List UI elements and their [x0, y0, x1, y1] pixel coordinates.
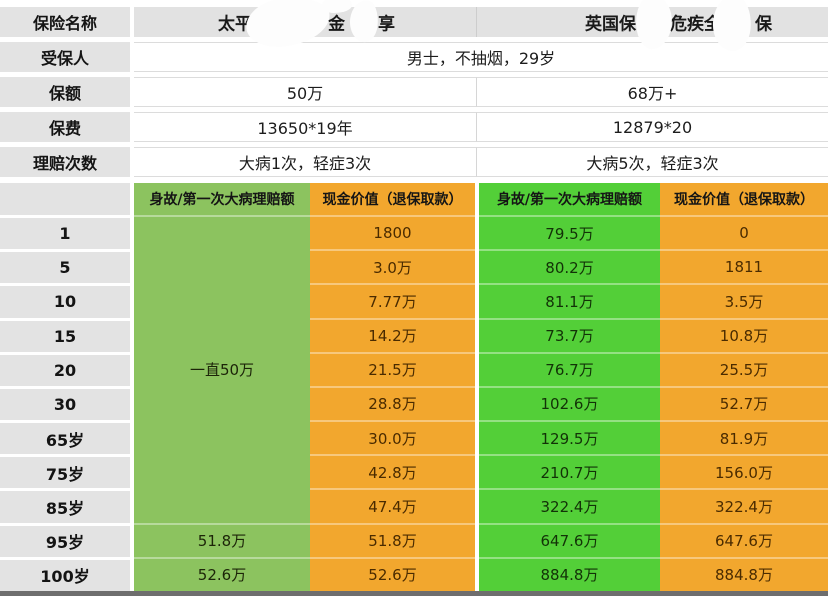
right-death-benefit-cell: 210.7万 [479, 454, 660, 489]
row-premium: 保费 13650*19年 12879*20 [0, 112, 828, 142]
right-death-benefit-cell: 79.5万 [479, 215, 660, 250]
product-right-title-part: 保 [755, 14, 772, 35]
benefit-value-grid: 1 5 10 15 20 30 65岁 75岁 85岁 95岁 100岁 身故/… [0, 183, 828, 591]
left-cash-value-cell: 42.8万 [310, 454, 475, 489]
right-cash-value-cell: 647.6万 [660, 522, 828, 557]
right-cash-value-cell: 884.8万 [660, 556, 828, 591]
left-cash-value-cell: 30.0万 [310, 420, 475, 455]
premium-right-value: 12879*20 [476, 112, 828, 142]
product-left-title-part: 享 [378, 14, 395, 35]
left-cash-value-cell: 51.8万 [310, 522, 475, 557]
product-right-title-part: 危疾全 [670, 14, 721, 35]
column-gap [130, 147, 134, 177]
product-left-title-part: 金 [328, 14, 345, 35]
right-cash-value-cell: 3.5万 [660, 283, 828, 318]
right-death-benefit-cell: 647.6万 [479, 522, 660, 557]
premium-label: 保费 [0, 112, 130, 142]
left-death-benefit-merged-cell: 一直50万 [134, 215, 310, 523]
right-cash-value-cell: 1811 [660, 249, 828, 284]
right-cash-value-cell: 322.4万 [660, 488, 828, 523]
right-cash-value-cell: 25.5万 [660, 351, 828, 386]
row-label-cell: 95岁 [0, 522, 130, 557]
column-gap [130, 77, 134, 107]
right-death-benefit-cell: 76.7万 [479, 351, 660, 386]
left-cash-value-header: 现金价值（退保取款） [310, 183, 475, 215]
right-death-benefit-header: 身故/第一次大病理赔额 [479, 183, 660, 215]
product-titles: 太平 金 享 英国保 危疾全 保 [134, 0, 828, 53]
insurance-name-label: 保险名称 [0, 7, 130, 37]
claims-right-value: 大病5次，轻症3次 [476, 147, 828, 177]
row-coverage: 保额 50万 68万+ [0, 77, 828, 107]
left-cash-value-cell: 52.6万 [310, 556, 475, 591]
coverage-label: 保额 [0, 77, 130, 107]
row-insurance-name: 保险名称 太平 金 享 英国保 危疾全 保 [0, 0, 828, 53]
left-cash-value-cell: 14.2万 [310, 317, 475, 352]
row-label-cell: 15 [0, 317, 130, 352]
left-death-benefit-cell: 51.8万 [134, 522, 310, 557]
row-label-cell: 20 [0, 351, 130, 386]
left-death-benefit-cell: 52.6万 [134, 556, 310, 591]
table-bottom-border [0, 591, 828, 596]
left-cash-value-cell: 7.77万 [310, 283, 475, 318]
claims-label: 理赔次数 [0, 147, 130, 177]
coverage-right-value: 68万+ [476, 77, 828, 107]
right-cash-value-header: 现金价值（退保取款） [660, 183, 828, 215]
column-gap [130, 7, 134, 37]
column-gap [130, 112, 134, 142]
right-cash-value-cell: 156.0万 [660, 454, 828, 489]
right-death-benefit-cell: 102.6万 [479, 385, 660, 421]
row-label-cell: 65岁 [0, 420, 130, 455]
right-death-benefit-cell: 81.1万 [479, 283, 660, 318]
right-cash-value-cell: 52.7万 [660, 385, 828, 421]
row-label-cell: 10 [0, 283, 130, 318]
insured-value: 男士，不抽烟，29岁 [134, 42, 828, 72]
row-label-cell: 30 [0, 385, 130, 421]
row-label-cell: 5 [0, 249, 130, 284]
redaction-scribble [347, 0, 381, 44]
product-divider [476, 7, 477, 37]
row-label-cell: 1 [0, 215, 130, 250]
right-death-benefit-cell: 73.7万 [479, 317, 660, 352]
left-death-benefit-header: 身故/第一次大病理赔额 [134, 183, 310, 215]
right-death-benefit-cell: 129.5万 [479, 420, 660, 455]
table-corner-cell [0, 183, 130, 215]
product-right-title-part: 英国保 [585, 14, 636, 35]
left-cash-value-cell: 1800 [310, 215, 475, 250]
right-death-benefit-cell: 322.4万 [479, 488, 660, 523]
top-info-section: 保险名称 太平 金 享 英国保 危疾全 保 受保人 男士，不抽烟， [0, 0, 828, 182]
row-label-cell: 100岁 [0, 556, 130, 591]
row-label-cell: 85岁 [0, 488, 130, 523]
row-claims: 理赔次数 大病1次，轻症3次 大病5次，轻症3次 [0, 147, 828, 177]
left-cash-value-cell: 3.0万 [310, 249, 475, 284]
claims-left-value: 大病1次，轻症3次 [134, 147, 476, 177]
premium-left-value: 13650*19年 [134, 112, 476, 142]
redaction-scribble [322, 0, 352, 13]
right-cash-value-cell: 0 [660, 215, 828, 250]
product-left-title-part: 太平 [218, 14, 252, 35]
insured-label: 受保人 [0, 42, 130, 72]
right-death-benefit-cell: 80.2万 [479, 249, 660, 284]
row-insured: 受保人 男士，不抽烟，29岁 [0, 42, 828, 72]
right-cash-value-cell: 81.9万 [660, 420, 828, 455]
coverage-left-value: 50万 [134, 77, 476, 107]
column-gap [130, 42, 134, 72]
right-death-benefit-cell: 884.8万 [479, 556, 660, 591]
row-label-cell: 75岁 [0, 454, 130, 489]
left-cash-value-cell: 21.5万 [310, 351, 475, 386]
right-cash-value-cell: 10.8万 [660, 317, 828, 352]
left-cash-value-cell: 47.4万 [310, 488, 475, 523]
left-cash-value-cell: 28.8万 [310, 385, 475, 421]
